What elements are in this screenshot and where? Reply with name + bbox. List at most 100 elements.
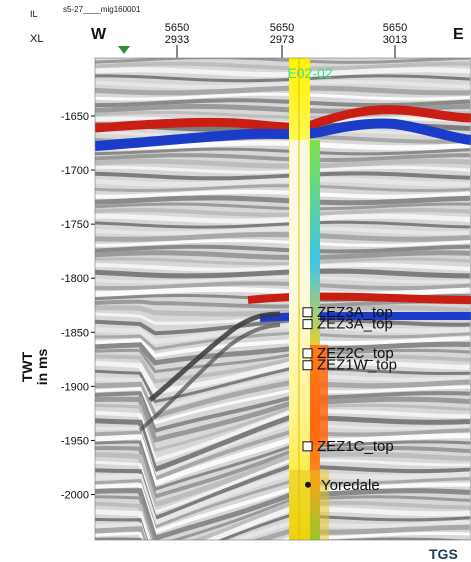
- reflection-stripe: [95, 262, 471, 272]
- reflection-stripe: [95, 409, 471, 463]
- reflection-stripe: [95, 537, 471, 540]
- trace-xl-2: 2973: [270, 34, 294, 46]
- reflection-stripe: [95, 79, 471, 89]
- red-reflector-lower: [247, 292, 471, 304]
- reflection-stripe: [95, 208, 471, 217]
- trace-il-2: 5650: [270, 22, 294, 34]
- xl-label: XL: [30, 33, 43, 45]
- reflection-stripe: [95, 531, 471, 540]
- reflection-stripe: [95, 373, 471, 412]
- reflection-stripe: [95, 195, 471, 206]
- reflection-stripe: [95, 67, 471, 78]
- reflection-stripe: [95, 331, 471, 351]
- reflection-stripe: [95, 153, 471, 162]
- horizon-marker-box: [302, 441, 313, 452]
- reflection-stripe: [95, 165, 471, 174]
- dipping-reflector-1: [148, 311, 281, 402]
- well-log-lithology: [310, 140, 320, 540]
- reflection-stripe: [95, 414, 471, 473]
- header: IL XL s5-27____mig160001 W E 5650 2933 5…: [30, 5, 464, 58]
- reflection-stripe: [95, 140, 471, 151]
- reflection-stripe: [95, 92, 471, 101]
- reflection-stripe: [95, 495, 471, 540]
- reflection-stripe: [95, 451, 471, 508]
- trace-il-3: 5650: [383, 22, 407, 34]
- formation-dot: [305, 481, 311, 488]
- reflection-stripe: [95, 367, 471, 404]
- reflection-stripe: [95, 275, 471, 284]
- reflection-stripe: [95, 239, 471, 247]
- reflection-stripe: [95, 488, 471, 540]
- horizon-label: ZEZ3A_top: [317, 316, 393, 333]
- trace-xl-1: 2933: [165, 34, 189, 46]
- reflection-stripe: [95, 440, 471, 492]
- reflection-stripe: [95, 286, 471, 297]
- reflection-stripe: [95, 226, 471, 236]
- reflection-stripe: [95, 482, 471, 535]
- reflection-stripe: [95, 268, 471, 279]
- reflection-stripe: [95, 520, 471, 540]
- reflection-stripe: [95, 250, 471, 261]
- reflection-stripe: [95, 323, 471, 345]
- reflection-stripe: [95, 433, 470, 487]
- y-tick-label: -1850: [61, 327, 89, 339]
- reflection-stripe: [95, 354, 471, 384]
- reflection-stripe: [95, 147, 471, 156]
- reflection-stripe: [95, 184, 471, 193]
- reflection-stripe: [95, 257, 471, 266]
- reflection-stripe: [95, 61, 471, 71]
- trace-il-1: 5650: [165, 22, 189, 34]
- reflection-stripe: [95, 464, 471, 521]
- reflection-stripe: [95, 189, 471, 199]
- reflection-stripe: [95, 244, 471, 254]
- horizon-label: ZEZ1W_top: [317, 357, 397, 374]
- reflection-stripe: [95, 74, 471, 83]
- reflection-stripe: [95, 471, 471, 527]
- plot-frame: [94, 57, 471, 541]
- formation-label: Yoredale: [321, 477, 380, 494]
- reflection-stripe: [95, 391, 471, 434]
- y-tick-label: -1750: [61, 219, 89, 231]
- line-name: s5-27____mig160001: [63, 5, 141, 14]
- brand-logo: TGS: [429, 546, 458, 562]
- well-log-base: [289, 470, 329, 540]
- dipping-reflector-2: [138, 323, 281, 432]
- reflection-stripe: [95, 317, 471, 336]
- horizon-marker-box: [302, 360, 313, 371]
- y-tick-label: -1950: [61, 435, 89, 447]
- y-tick-label: -1700: [61, 165, 89, 177]
- reflection-stripe: [95, 98, 471, 108]
- red-reflector-upper: [95, 105, 471, 133]
- il-label: IL: [30, 9, 38, 19]
- reflection-stripe: [95, 396, 471, 443]
- y-tick-labels: -1650 -1700 -1750 -1800 -1850 -1900 -1950 -2000: [61, 111, 95, 502]
- reflection-stripe: [95, 428, 471, 482]
- reflection-stripe: [95, 281, 471, 291]
- east-label: E: [453, 26, 464, 43]
- reflection-stripe: [95, 336, 471, 358]
- reflection-stripe: [95, 213, 471, 224]
- reflection-stripe: [95, 445, 471, 499]
- reflection-stripe: [95, 171, 471, 181]
- reflection-stripe: [95, 202, 471, 211]
- reflection-stripe: [95, 341, 471, 366]
- horizon-marker-box: [302, 348, 313, 359]
- axis-label-twt: TWT: [19, 351, 35, 382]
- horizon-marker-box: [302, 307, 313, 318]
- blue-reflector-upper: [95, 118, 471, 151]
- reflection-stripe: [95, 220, 471, 229]
- y-axis: TWT in ms -1650 -1700 -1750 -1800 -1850 -1900…: [19, 111, 95, 502]
- reflection-stripe: [95, 458, 471, 515]
- horizon-marker-box: [302, 319, 313, 330]
- reflection-stripe: [95, 477, 471, 529]
- reflection-stripe: [95, 305, 471, 317]
- well-location-triangle-icon: [118, 46, 130, 54]
- reflection-stripe: [95, 348, 471, 374]
- reflection-stripe: [95, 524, 471, 540]
- reflection-stripe: [95, 385, 471, 425]
- west-label: W: [91, 26, 107, 43]
- well-name: E02-02: [287, 65, 332, 81]
- reflection-stripe: [95, 231, 471, 242]
